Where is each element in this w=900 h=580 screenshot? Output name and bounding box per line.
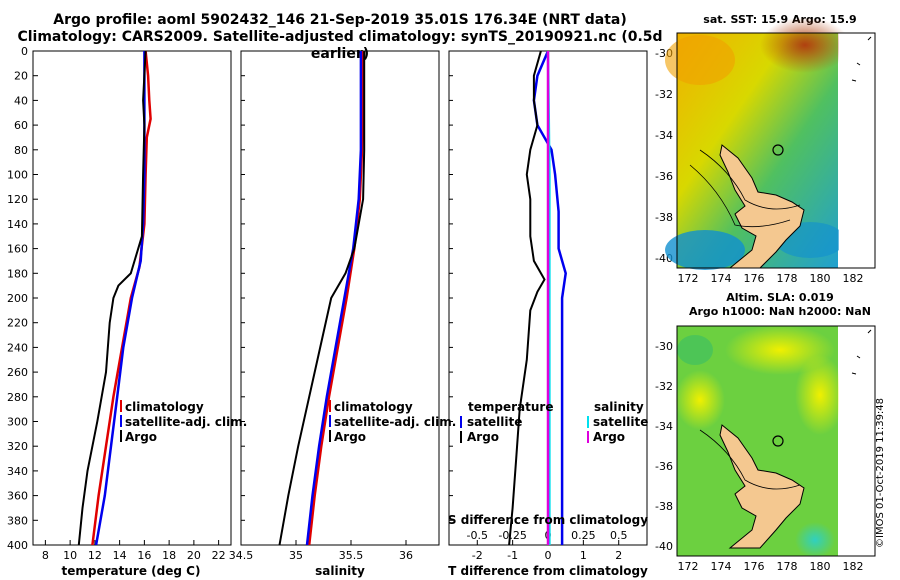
depth-tick-label: 100 — [7, 169, 28, 182]
map-lat-label: -32 — [655, 88, 673, 101]
nz-landmass-sla — [719, 424, 805, 549]
height-map-title: Argo h1000: NaN h2000: NaN — [688, 305, 872, 318]
map-lon-label: 180 — [810, 560, 831, 573]
depth-tick-label: 300 — [7, 416, 28, 429]
depth-tick-label: 60 — [14, 119, 28, 132]
diff-legend-temperature-title: temperature — [468, 400, 553, 414]
figure-title-line-2: Climatology: CARS2009. Satellite-adjuste… — [17, 29, 663, 62]
depth-tick-label: 220 — [7, 317, 28, 330]
x-tick-label: 16 — [137, 549, 151, 562]
map-lat-label: -34 — [655, 129, 673, 142]
map-lon-label: 178 — [777, 272, 798, 285]
map-lat-label: -38 — [655, 500, 673, 513]
legend-label-climatology: climatology — [125, 400, 204, 414]
depth-tick-label: 160 — [7, 243, 28, 256]
map-lon-label: 176 — [744, 272, 765, 285]
map-lon-label: 174 — [711, 272, 732, 285]
legend-label-satellite: satellite-adj. clim. — [125, 415, 247, 429]
x-tick-label: 22 — [212, 549, 226, 562]
legend-label-argo: Argo — [125, 430, 157, 444]
map-lon-label: 176 — [744, 560, 765, 573]
diff-legend-s-satellite: satellite — [593, 415, 648, 429]
map-lat-label: -34 — [655, 420, 673, 433]
x-tick-label: 10 — [63, 549, 77, 562]
x-tick-label: -2 — [472, 549, 483, 562]
s-difference-axis-label: S difference from climatology — [448, 513, 648, 527]
argo-float-marker-sla — [772, 435, 784, 447]
x-tick-label: 35 — [289, 549, 303, 562]
depth-tick-label: 140 — [7, 218, 28, 231]
series-line-climatology — [307, 51, 365, 545]
depth-tick-label: 240 — [7, 341, 28, 354]
diff-legend-t-argo: Argo — [467, 430, 499, 444]
depth-tick-label: 360 — [7, 490, 28, 503]
map-lat-label: -32 — [655, 380, 673, 393]
sal-legend-label-argo: Argo — [334, 430, 366, 444]
x-tick-label: 2 — [615, 549, 622, 562]
x-tick-label: 18 — [162, 549, 176, 562]
series-line-argo — [77, 51, 147, 545]
depth-tick-label: 400 — [7, 539, 28, 552]
t-difference-axis-label: T difference from climatology — [448, 564, 648, 578]
x-tick-label: 20 — [187, 549, 201, 562]
salinity-plot-frame — [240, 50, 440, 546]
x-tick-label: 1 — [580, 549, 587, 562]
depth-tick-label: 20 — [14, 70, 28, 83]
s-diff-tick-label: 0.5 — [610, 529, 628, 542]
diff-legend-t-satellite: satellite — [467, 415, 522, 429]
diff-legend-salinity-title: salinity — [594, 400, 644, 414]
x-tick-label: 36 — [399, 549, 413, 562]
map-lon-label: 174 — [711, 560, 732, 573]
map-lon-label: 182 — [843, 272, 864, 285]
depth-tick-label: 260 — [7, 366, 28, 379]
depth-tick-label: 120 — [7, 193, 28, 206]
depth-tick-label: 200 — [7, 292, 28, 305]
salinity-axis-label: salinity — [315, 564, 365, 578]
s-diff-tick-label: -0.25 — [498, 529, 526, 542]
x-tick-label: 0 — [545, 549, 552, 562]
sst-map — [665, 17, 876, 270]
map-lat-label: -30 — [655, 340, 673, 353]
depth-tick-label: 80 — [14, 144, 28, 157]
series-line-t-argo — [508, 51, 546, 545]
map-lon-label: 180 — [810, 272, 831, 285]
map-lon-label: 172 — [678, 272, 699, 285]
depth-tick-label: 180 — [7, 267, 28, 280]
map-lat-label: -36 — [655, 170, 673, 183]
series-line-argo — [278, 51, 366, 545]
sla-map — [675, 325, 876, 558]
s-diff-tick-label: 0.25 — [571, 529, 596, 542]
x-tick-label: 14 — [113, 549, 127, 562]
map-lat-label: -40 — [655, 540, 673, 553]
depth-tick-label: 0 — [21, 45, 28, 58]
figure-title-line-1: Argo profile: aoml 5902432_146 21-Sep-20… — [53, 12, 627, 28]
diff-legend-s-argo: Argo — [593, 430, 625, 444]
depth-tick-label: 280 — [7, 391, 28, 404]
map-lat-label: -36 — [655, 460, 673, 473]
x-tick-label: 8 — [42, 549, 49, 562]
sal-legend-label-satellite: satellite-adj. clim. — [334, 415, 456, 429]
sla-map-title: Altim. SLA: 0.019 — [726, 291, 834, 304]
map-lat-label: -38 — [655, 211, 673, 224]
depth-tick-label: 340 — [7, 465, 28, 478]
map-lon-label: 182 — [843, 560, 864, 573]
depth-tick-label: 320 — [7, 440, 28, 453]
depth-tick-label: 40 — [14, 94, 28, 107]
x-tick-label: -1 — [507, 549, 518, 562]
depth-tick-label: 380 — [7, 514, 28, 527]
series-line-satellite-adj-clim- — [94, 51, 146, 545]
s-diff-tick-label: -0.5 — [467, 529, 488, 542]
x-tick-label: 34.5 — [229, 549, 254, 562]
series-line-climatology — [91, 51, 152, 545]
sal-legend-label-climatology: climatology — [334, 400, 413, 414]
series-line-satellite-adj-clim- — [305, 51, 363, 545]
map-lon-label: 172 — [678, 560, 699, 573]
map-lon-label: 178 — [777, 560, 798, 573]
x-tick-label: 12 — [88, 549, 102, 562]
argo-float-marker-sst — [772, 144, 784, 156]
temperature-axis-label: temperature (deg C) — [62, 564, 201, 578]
x-tick-label: 35.5 — [339, 549, 364, 562]
